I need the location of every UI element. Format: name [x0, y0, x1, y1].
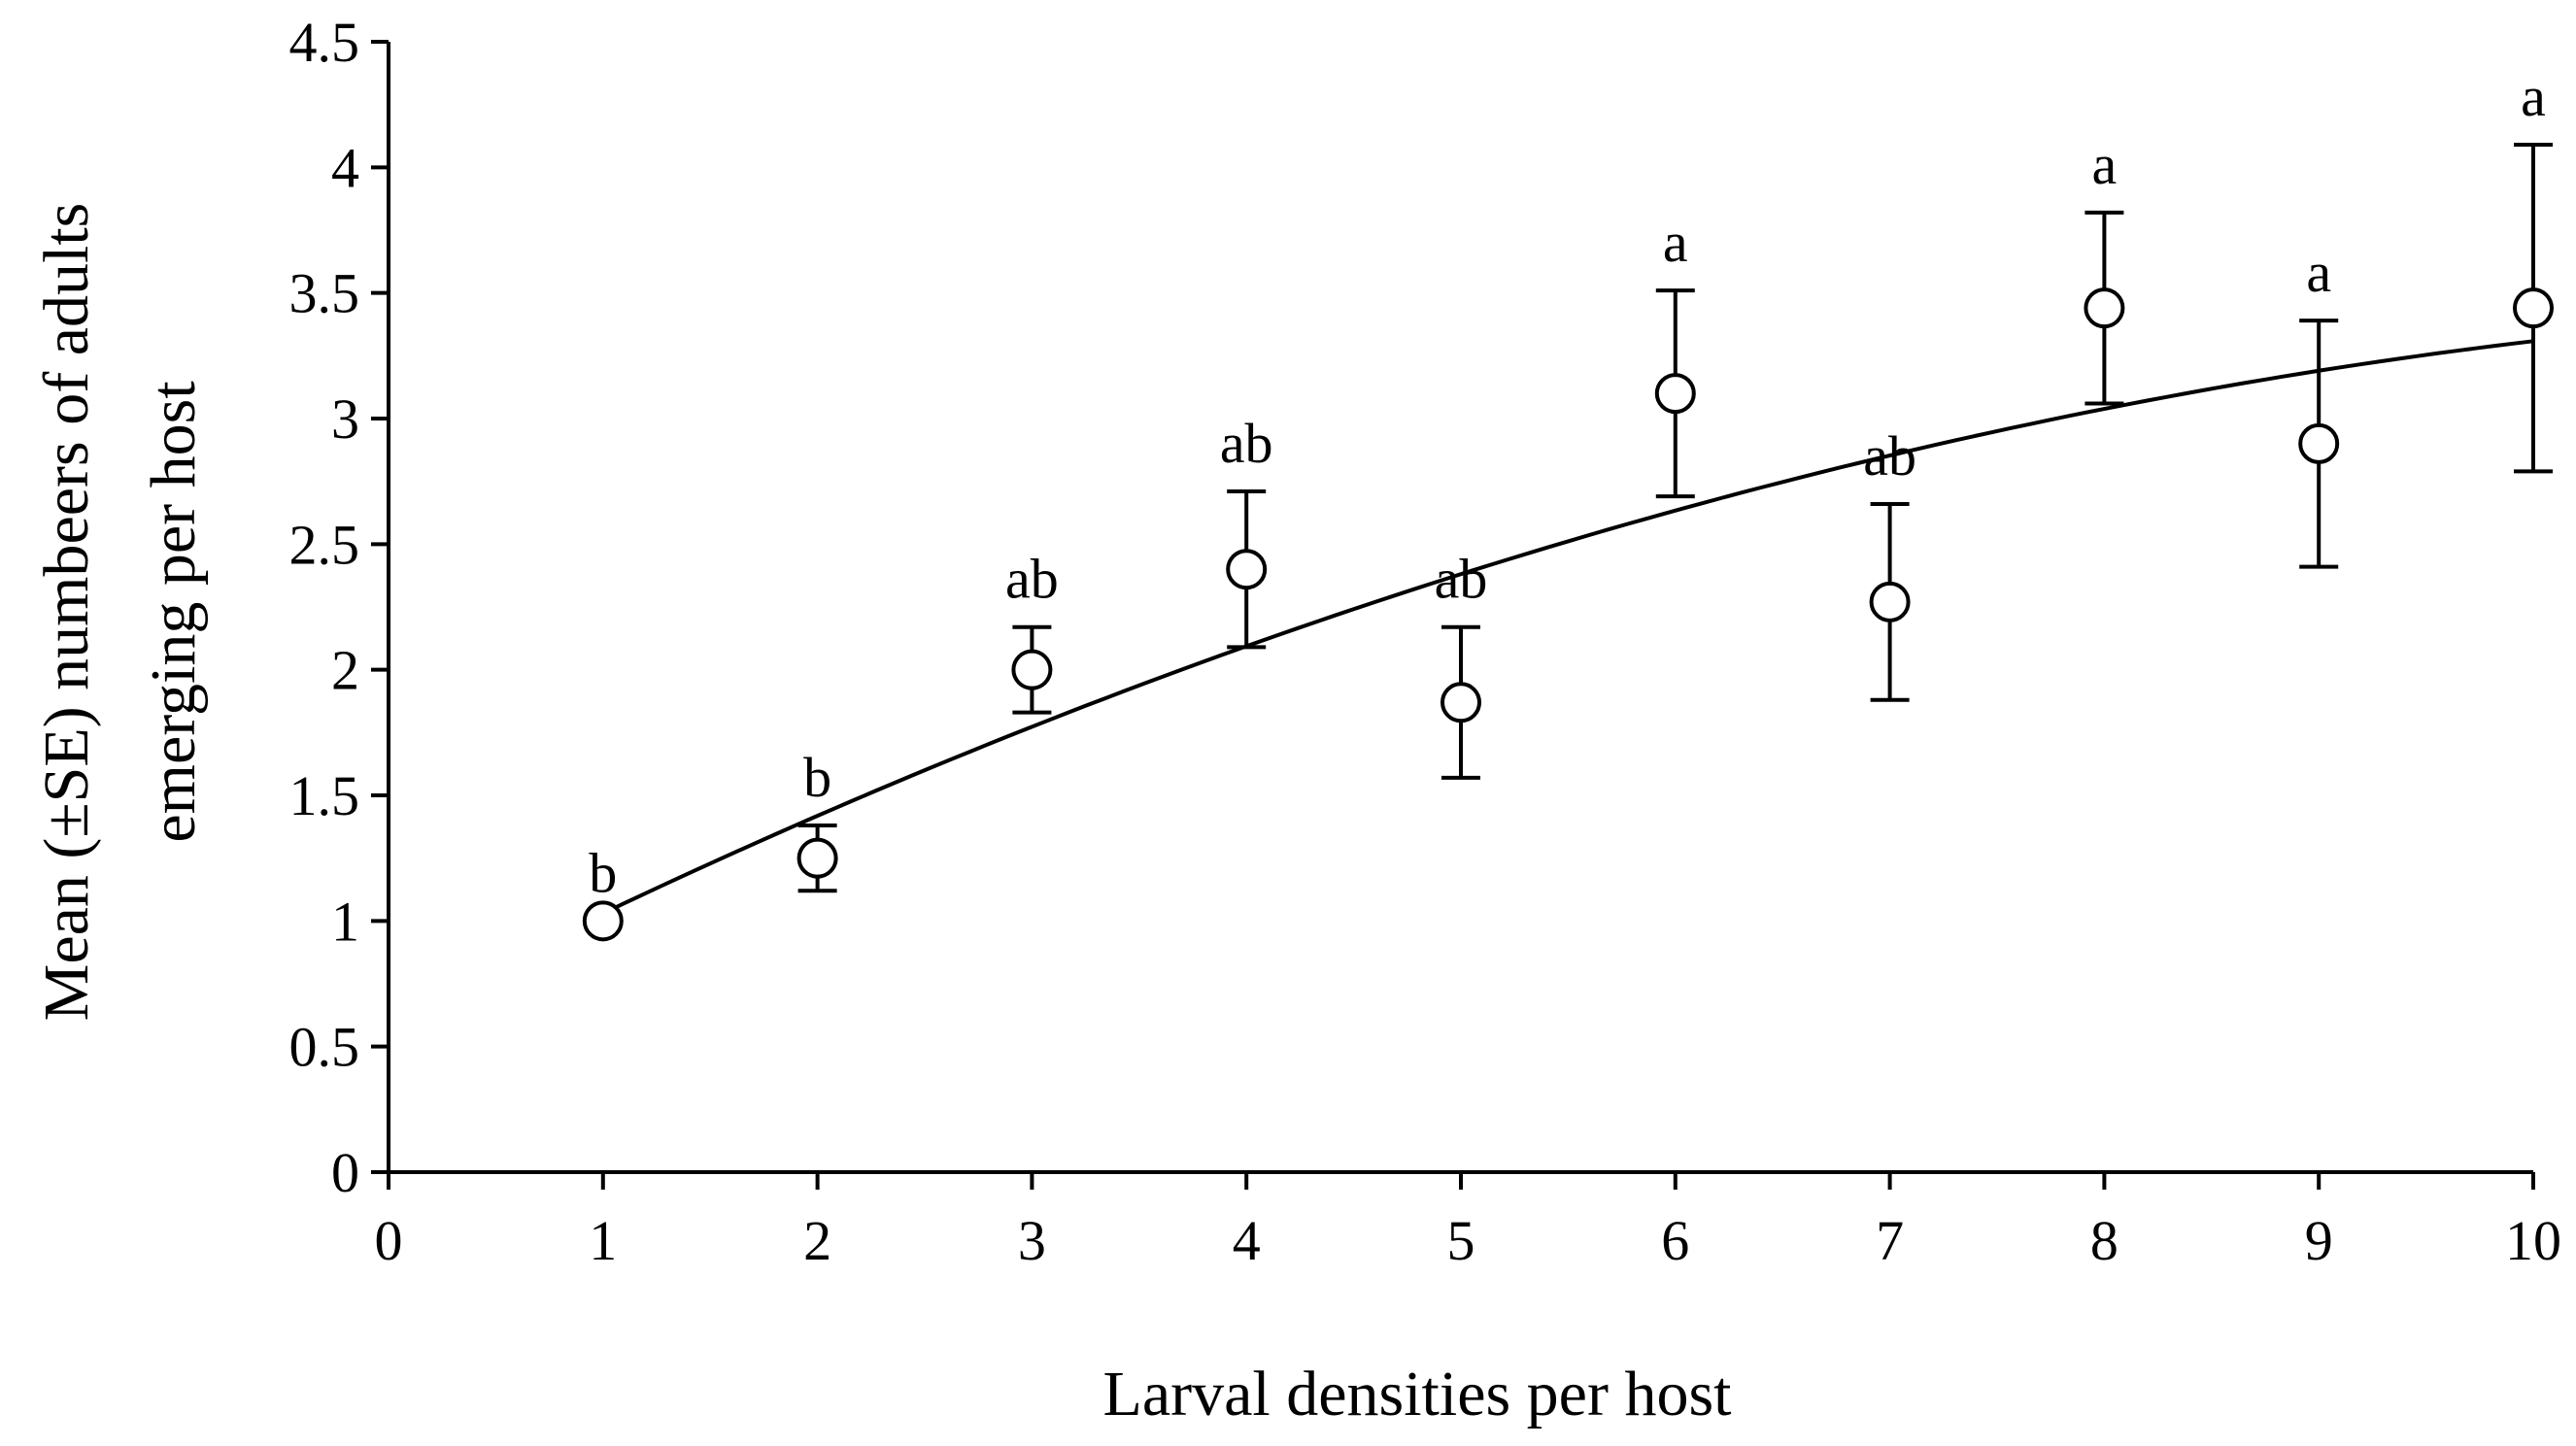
axes: 0 0.5 1 1.5 2 2.5 3 3.5 4 4.5 0 1 2 3 4 5 6 7 8 9 10 [289, 11, 2562, 1272]
data-point [2513, 287, 2554, 329]
x-tick-label: 2 [803, 1209, 831, 1272]
significance-letter: a [2306, 241, 2331, 304]
significance-letters-group: b b ab ab ab a ab a a a [589, 65, 2546, 904]
x-tick-label: 7 [1876, 1209, 1904, 1272]
x-tick-label: 8 [2090, 1209, 2118, 1272]
data-point [1869, 581, 1911, 622]
data-point [2298, 422, 2340, 464]
significance-letter: ab [1220, 412, 1273, 475]
x-tick-label: 9 [2305, 1209, 2333, 1272]
x-tick-label: 6 [1661, 1209, 1689, 1272]
significance-letter: a [1663, 211, 1688, 274]
data-point [1654, 373, 1696, 415]
data-point [1441, 682, 1481, 723]
y-tick-label: 3 [331, 387, 359, 451]
significance-letter: a [2092, 133, 2118, 196]
x-tick-label: 3 [1018, 1209, 1046, 1272]
trendline-group [601, 339, 2534, 916]
significance-letter: b [589, 841, 617, 904]
y-tick-label: 4 [331, 136, 359, 199]
x-tick-label: 1 [589, 1209, 617, 1272]
x-tick-label: 5 [1447, 1209, 1475, 1272]
significance-letter: ab [1435, 548, 1488, 611]
x-tick-label: 10 [2505, 1209, 2561, 1272]
significance-letter: ab [1863, 424, 1916, 488]
significance-letter: b [803, 746, 831, 809]
data-points-group [582, 143, 2554, 942]
significance-letter: a [2521, 65, 2546, 128]
y-axis-title-line2: emerging per host [138, 381, 209, 842]
y-axis-title-line1: Mean (±SE) numbeers of adults [31, 203, 102, 1022]
y-tick-label: 4.5 [289, 11, 360, 74]
y-tick-label: 0 [331, 1141, 359, 1204]
x-tick-label: 0 [375, 1209, 403, 1272]
significance-letter: ab [1005, 548, 1059, 611]
data-point [582, 900, 624, 942]
data-point [1226, 549, 1268, 590]
y-tick-label: 2.5 [289, 513, 360, 576]
data-point [2084, 287, 2125, 329]
y-tick-label: 1 [331, 890, 359, 953]
data-point [797, 837, 838, 879]
y-tick-label: 0.5 [289, 1016, 360, 1079]
x-tick-label: 4 [1233, 1209, 1261, 1272]
y-tick-label: 1.5 [289, 764, 360, 827]
y-tick-label: 3.5 [289, 262, 360, 325]
y-tick-label: 2 [331, 639, 359, 702]
trendline [601, 339, 2534, 916]
x-axis-title: Larval densities per host [1103, 1359, 1732, 1429]
data-point [1011, 649, 1053, 690]
